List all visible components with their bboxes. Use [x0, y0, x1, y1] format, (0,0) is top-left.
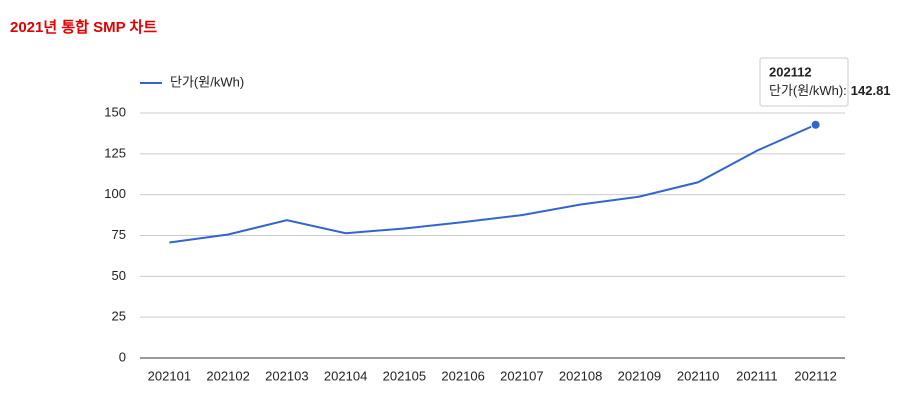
tooltip-title: 202112: [769, 64, 812, 79]
x-tick-label: 202106: [441, 368, 484, 383]
x-tick-label: 202102: [206, 368, 249, 383]
x-tick-label: 202101: [148, 368, 191, 383]
highlight-point: [810, 119, 821, 130]
tooltip: 202112 단가(원/kWh): 142.81: [759, 57, 891, 107]
series-line: [169, 123, 817, 244]
x-tick-label: 202111: [736, 368, 777, 383]
y-tick-label: 75: [112, 227, 126, 242]
y-tick-label: 100: [104, 186, 126, 201]
y-tick-label: 50: [112, 268, 126, 283]
x-tick-label: 202110: [677, 368, 719, 383]
x-tick-label: 202112: [794, 368, 836, 383]
y-tick-label: 150: [104, 104, 126, 119]
x-tick-label: 202104: [324, 368, 367, 383]
x-tick-label: 202108: [559, 368, 602, 383]
x-tick-label: 202107: [500, 368, 543, 383]
y-tick-label: 125: [104, 145, 126, 160]
x-tick-label: 202109: [618, 368, 661, 383]
legend-label: 단가(원/kWh): [170, 74, 244, 89]
tooltip-value: 142.81: [851, 83, 891, 98]
x-tick-label: 202103: [265, 368, 308, 383]
tooltip-label: 단가(원/kWh):: [769, 83, 847, 98]
y-tick-label: 0: [119, 349, 126, 364]
tooltip-box: [759, 57, 849, 107]
x-tick-label: 202105: [383, 368, 426, 383]
y-tick-label: 25: [112, 309, 126, 324]
chart-title: 2021년 통합 SMP 차트: [10, 19, 157, 36]
tooltip-row: 단가(원/kWh): 142.81: [769, 83, 891, 98]
